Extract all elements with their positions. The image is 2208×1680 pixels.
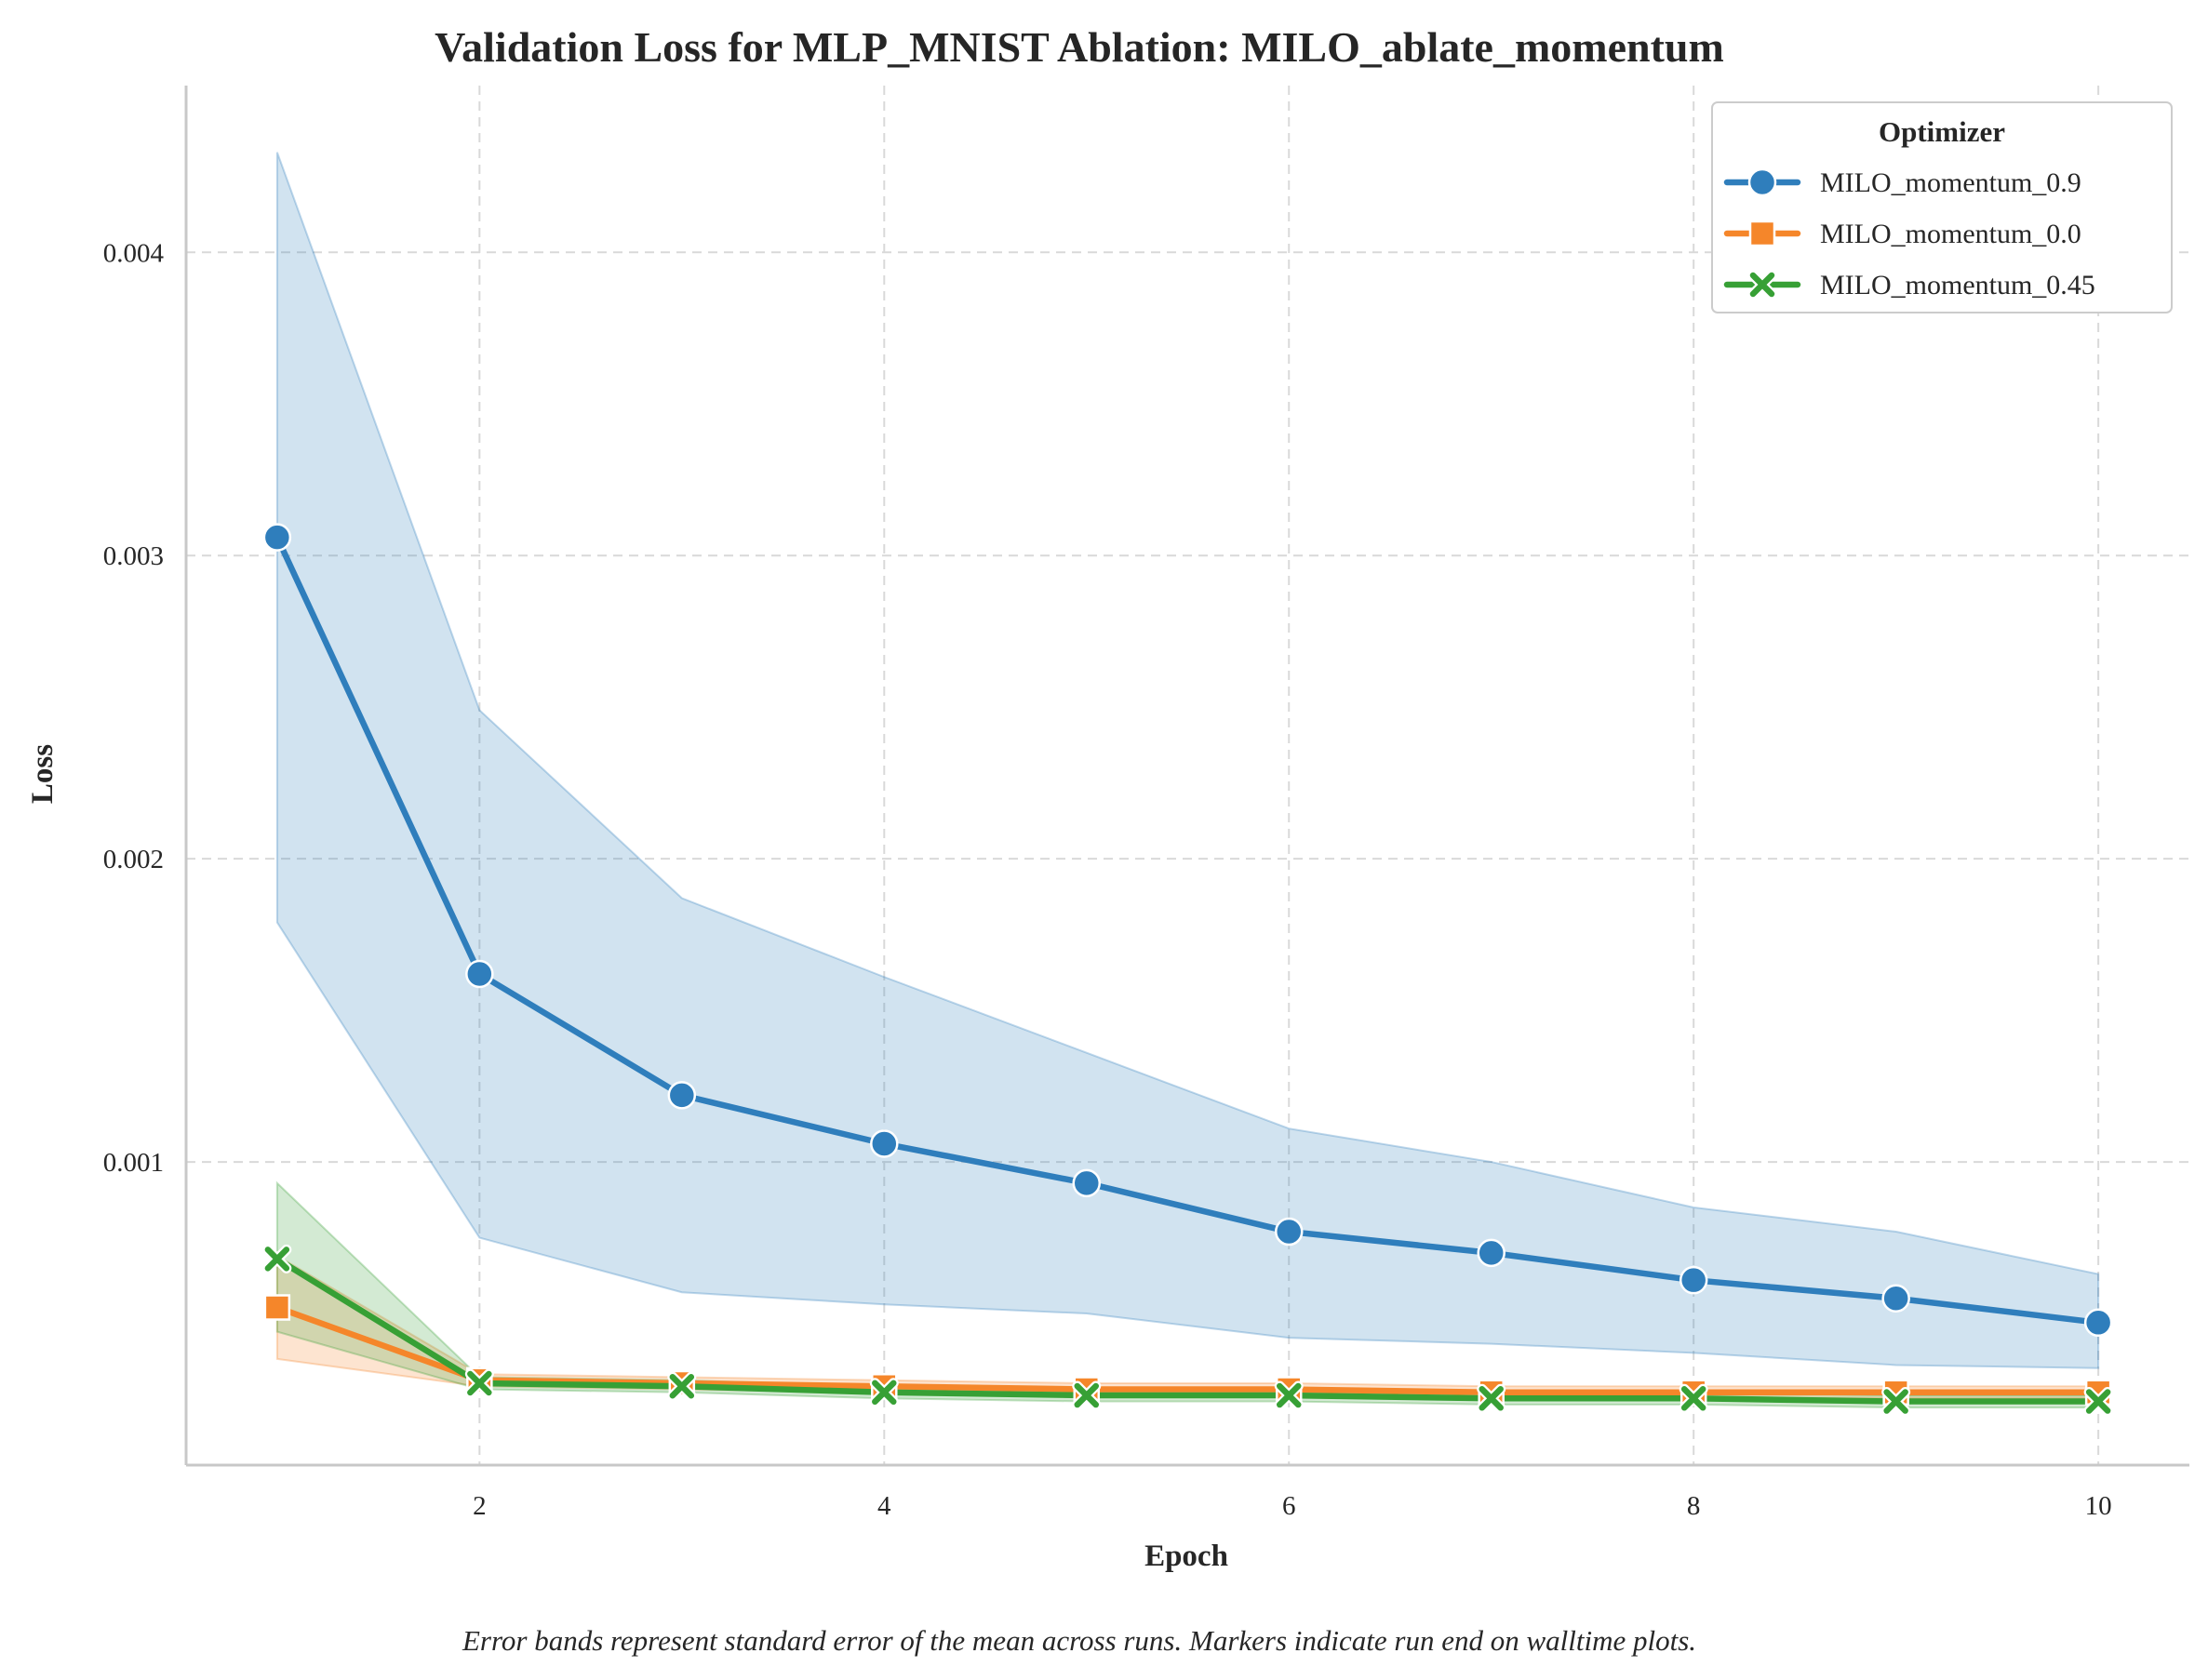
data-point-MILO_momentum_0.9 <box>262 523 292 552</box>
x-tick-label: 10 <box>2085 1491 2112 1521</box>
x-tick-label: 6 <box>1282 1491 1296 1521</box>
legend-label: MILO_momentum_0.9 <box>1820 167 2081 198</box>
data-point-MILO_momentum_0.9 <box>1477 1238 1505 1268</box>
x-axis-label: Epoch <box>1144 1540 1228 1573</box>
chart-title: Validation Loss for MLP_MNIST Ablation: … <box>435 23 1724 71</box>
legend-marker <box>1747 167 1777 197</box>
legend-entry: MILO_momentum_0.45 <box>1723 270 2095 300</box>
error-bands <box>275 152 2100 1409</box>
data-point-MILO_momentum_0.45 <box>1679 1383 1708 1413</box>
data-point-MILO_momentum_0.9 <box>465 959 494 989</box>
data-point-MILO_momentum_0.45 <box>464 1368 494 1398</box>
data-point-MILO_momentum_0.45 <box>2083 1387 2113 1417</box>
x-tick-label: 8 <box>1687 1491 1701 1521</box>
y-tick-label: 0.003 <box>103 541 164 571</box>
data-point-MILO_momentum_0.45 <box>1477 1383 1506 1413</box>
data-point-MILO_momentum_0.9 <box>1679 1265 1708 1295</box>
legend-marker <box>1747 270 1777 300</box>
y-tick-label: 0.004 <box>103 238 165 268</box>
series-line-MILO_momentum_0.0 <box>274 1304 2102 1396</box>
legend: Optimizer MILO_momentum_0.9 MILO_momentum… <box>1711 101 2173 313</box>
series-markers <box>262 523 2113 1417</box>
series-line-MILO_momentum_0.45 <box>274 1256 2102 1405</box>
data-point-MILO_momentum_0.9 <box>1072 1168 1102 1198</box>
data-point-MILO_momentum_0.45 <box>869 1378 899 1407</box>
legend-label: MILO_momentum_0.45 <box>1820 270 2095 300</box>
data-point-MILO_momentum_0.9 <box>870 1129 899 1158</box>
tick-labels: 2 4 6 8 10 0.001 0.002 0.003 0.004 <box>103 238 2112 1521</box>
data-point-MILO_momentum_0.45 <box>1881 1387 1911 1417</box>
axes-spines <box>184 86 2189 1467</box>
legend-marker <box>1748 220 1776 247</box>
data-point-MILO_momentum_0.9 <box>1881 1284 1910 1313</box>
legend-entry: MILO_momentum_0.9 <box>1723 167 2081 198</box>
x-tick-label: 2 <box>473 1491 487 1521</box>
error-band-MILO_momentum_0.9 <box>275 152 2100 1369</box>
x-tick-label: 4 <box>877 1491 891 1521</box>
data-point-MILO_momentum_0.9 <box>667 1081 697 1110</box>
data-point-MILO_momentum_0.45 <box>262 1244 292 1273</box>
data-point-MILO_momentum_0.9 <box>2083 1308 2113 1338</box>
legend-entry: MILO_momentum_0.0 <box>1723 219 2081 249</box>
legend-box <box>1711 101 2173 313</box>
y-tick-label: 0.001 <box>103 1148 164 1178</box>
y-tick-label: 0.002 <box>103 845 164 874</box>
legend-title: Optimizer <box>1879 115 2005 148</box>
data-point-MILO_momentum_0.0 <box>263 1294 291 1321</box>
data-point-MILO_momentum_0.45 <box>1274 1380 1304 1410</box>
data-point-MILO_momentum_0.45 <box>1072 1380 1102 1410</box>
data-point-MILO_momentum_0.9 <box>1274 1217 1304 1247</box>
chart-caption: Error bands represent standard error of … <box>462 1624 1696 1657</box>
data-point-MILO_momentum_0.45 <box>667 1371 697 1401</box>
series-lines <box>274 534 2102 1405</box>
legend-label: MILO_momentum_0.0 <box>1820 219 2081 249</box>
y-axis-label: Loss <box>26 744 60 804</box>
series-line-MILO_momentum_0.9 <box>274 534 2102 1327</box>
